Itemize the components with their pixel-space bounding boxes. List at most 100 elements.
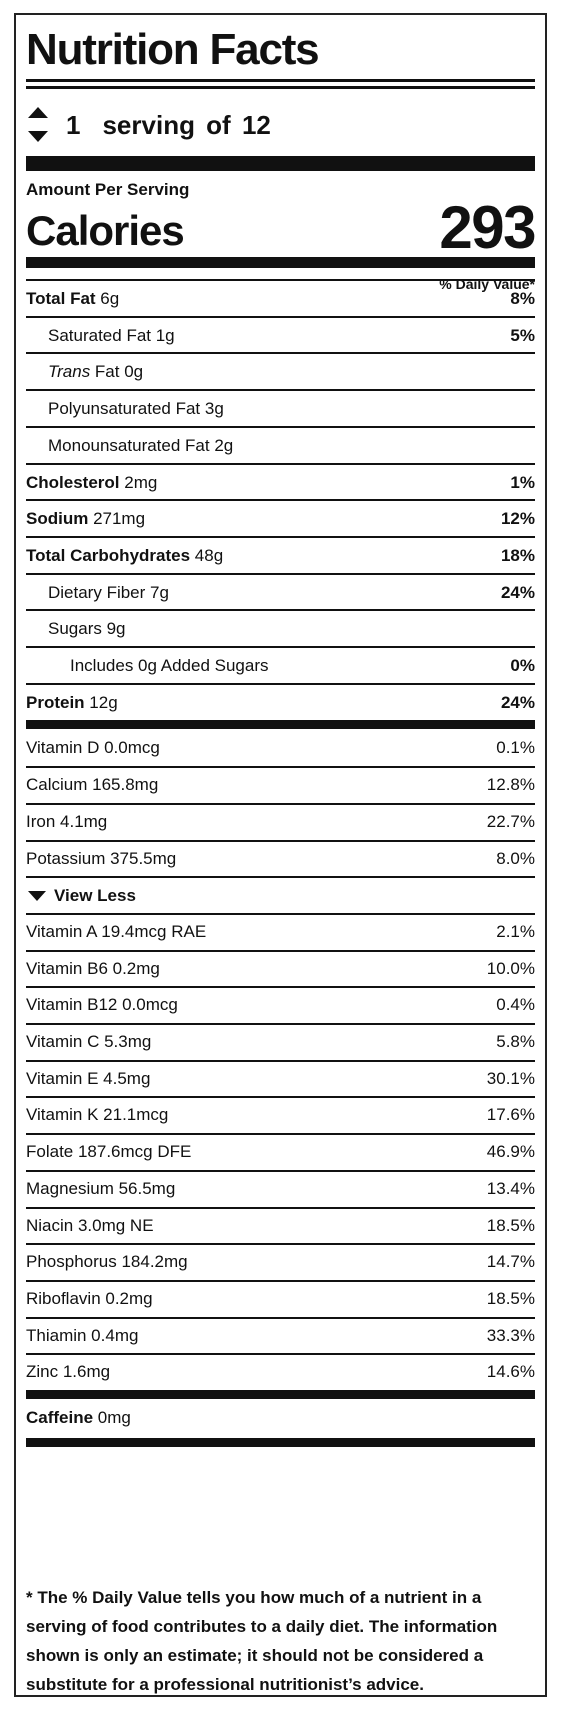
divider (26, 1243, 535, 1246)
daily-value-percent: 14.7% (486, 1252, 535, 1272)
nutrient-name: Saturated Fat 1g (48, 325, 175, 345)
divider (26, 1279, 535, 1282)
nutrient-row: Total Carbohydrates 48g 18% (26, 537, 535, 575)
divider (26, 425, 535, 428)
nutrient-name: Zinc 1.6mg (26, 1362, 111, 1382)
increase-serving-icon[interactable] (28, 107, 48, 118)
nutrient-row: Saturated Fat 1g 5% (26, 317, 535, 355)
caffeine-name: Caffeine (26, 1408, 94, 1427)
nutrient-label: Vitamin C 5.3mg (26, 1032, 151, 1052)
nutrient-amount: 271mg (88, 509, 146, 529)
daily-value-percent: 18.5% (486, 1288, 535, 1308)
daily-value-percent: 30.1% (486, 1068, 535, 1088)
nutrient-label: Folate 187.6mcg DFE (26, 1142, 191, 1162)
nutrient-name: Magnesium 56.5mg (26, 1178, 176, 1198)
nutrient-name: Sodium (26, 509, 89, 529)
nutrient-row: Calcium 165.8mg 12.8% (26, 766, 535, 804)
footnote: * The % Daily Value tells you how much o… (26, 1588, 498, 1694)
divider (26, 766, 535, 769)
nutrient-label: Calcium 165.8mg (26, 775, 158, 795)
divider (26, 802, 535, 805)
nutrient-name: Fat 0g (90, 362, 144, 382)
nutrient-name: Protein (26, 692, 85, 712)
nutrient-label: Niacin 3.0mg NE (26, 1216, 154, 1236)
nutrient-label: Sugars 9g (26, 619, 126, 639)
nutrient-label: Includes 0g Added Sugars (26, 656, 268, 676)
divider (26, 462, 535, 465)
caffeine-amount: 0mg (93, 1408, 131, 1427)
nutrient-row: Sodium 271mg 12% (26, 500, 535, 538)
serving-selector: 1 serving of 12 (26, 100, 535, 150)
nutrient-name: Total Carbohydrates (26, 545, 191, 565)
daily-value-percent: 24% (500, 692, 535, 712)
nutrient-name: Phosphorus 184.2mg (26, 1252, 188, 1272)
nutrient-amount: 12g (84, 692, 118, 712)
decrease-serving-icon[interactable] (28, 131, 48, 142)
divider (26, 499, 535, 502)
nutrient-row: Phosphorus 184.2mg 14.7% (26, 1243, 535, 1281)
daily-value-percent: 18% (500, 545, 535, 565)
nutrient-label: Total Fat 6g (26, 289, 119, 309)
nutrient-name: Vitamin B12 0.0mcg (26, 995, 178, 1015)
nutrient-name: Vitamin E 4.5mg (26, 1068, 151, 1088)
nutrient-label: Magnesium 56.5mg (26, 1179, 175, 1199)
nutrient-label: Vitamin K 21.1mcg (26, 1105, 168, 1125)
nutrient-name-italic: Trans (48, 362, 91, 382)
nutrient-name: Monounsaturated Fat 2g (48, 435, 234, 455)
nutrient-row: Sugars 9g (26, 610, 535, 648)
daily-value-percent: 12% (500, 509, 535, 529)
daily-value-percent: 0.1% (496, 738, 535, 758)
divider (26, 572, 535, 575)
daily-value-percent: 46.9% (486, 1142, 535, 1162)
divider (26, 949, 535, 952)
nutrient-label: Cholesterol 2mg (26, 473, 157, 493)
daily-value-percent: 1% (510, 472, 535, 492)
daily-value-percent: 17.6% (486, 1105, 535, 1125)
serving-count: 1 (66, 109, 81, 140)
nutrient-label: Thiamin 0.4mg (26, 1326, 138, 1346)
divider (26, 315, 535, 318)
nutrient-row: Vitamin D 0.0mcg 0.1% (26, 729, 535, 767)
calories-label: Calories (26, 207, 185, 254)
nutrient-row: Zinc 1.6mg 14.6% (26, 1353, 535, 1391)
daily-value-percent: 10.0% (486, 958, 535, 978)
divider (26, 279, 535, 281)
nutrient-amount: 48g (190, 545, 224, 565)
nutrient-name: Cholesterol (26, 472, 120, 492)
nutrient-row: Vitamin A 19.4mcg RAE 2.1% (26, 913, 535, 951)
nutrient-label: Monounsaturated Fat 2g (26, 436, 233, 456)
daily-value-percent: 22.7% (486, 811, 535, 831)
divider (26, 389, 535, 392)
nutrient-row: Vitamin K 21.1mcg 17.6% (26, 1096, 535, 1134)
daily-value-percent: 0.4% (496, 995, 535, 1015)
nutrient-name: Riboflavin 0.2mg (26, 1288, 153, 1308)
daily-value-percent: 33.3% (486, 1325, 535, 1345)
divider (26, 986, 535, 989)
nutrient-name: Total Fat (26, 289, 96, 308)
daily-value-percent: 12.8% (486, 775, 535, 795)
divider (26, 79, 535, 82)
daily-value-percent: 5% (510, 325, 535, 345)
daily-value-percent: 8% (510, 289, 535, 308)
thick-divider (26, 257, 535, 268)
nutrient-name: Potassium 375.5mg (26, 848, 177, 868)
nutrient-row: Trans Fat 0g (26, 353, 535, 391)
daily-value-percent: 0% (510, 656, 535, 675)
nutrient-amount: 6g (95, 289, 120, 308)
divider (26, 1023, 535, 1025)
daily-value-percent: 8.0% (496, 848, 535, 868)
nutrient-row: Dietary Fiber 7g 24% (26, 574, 535, 612)
nutrient-row: Riboflavin 0.2mg 18.5% (26, 1280, 535, 1318)
nutrient-amount: 2mg (119, 472, 158, 492)
divider (26, 876, 535, 879)
serving-text: serving of 12 (102, 109, 271, 140)
thick-divider (26, 720, 535, 730)
amount-per-serving-label: Amount Per Serving (26, 180, 190, 199)
daily-value-percent: 18.5% (486, 1215, 535, 1235)
nutrient-name: Niacin 3.0mg NE (26, 1215, 154, 1235)
thick-divider (26, 156, 535, 171)
view-less-toggle[interactable]: View Less (26, 877, 136, 915)
nutrient-label: Phosphorus 184.2mg (26, 1252, 188, 1272)
serving-stepper[interactable] (26, 103, 50, 147)
nutrient-row: Protein 12g 24% (26, 684, 535, 722)
